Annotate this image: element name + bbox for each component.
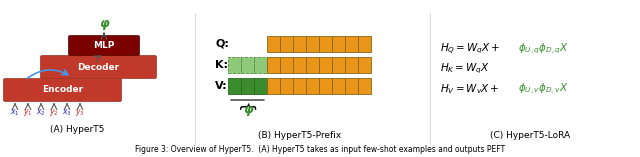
Text: MLP: MLP [93, 41, 115, 50]
Text: Figure 3: Overview of HyperT5.  (A) HyperT5 takes as input few-shot examples and: Figure 3: Overview of HyperT5. (A) Hyper… [135, 144, 505, 154]
Bar [228, 78, 241, 94]
Bar [332, 36, 345, 52]
Bar [345, 36, 358, 52]
Text: (B) HyperT5-Prefix: (B) HyperT5-Prefix [258, 130, 341, 140]
Text: V:: V: [215, 81, 228, 91]
Text: $y_3$: $y_3$ [75, 108, 85, 119]
Text: (A) HyperT5: (A) HyperT5 [51, 125, 105, 133]
Text: $y_2$: $y_2$ [49, 108, 59, 119]
Bar [293, 78, 306, 94]
Bar [267, 57, 280, 73]
Bar [358, 36, 371, 52]
Bar [267, 36, 280, 52]
Bar [293, 57, 306, 73]
Bar [306, 57, 319, 73]
Bar [319, 78, 332, 94]
Bar [358, 57, 371, 73]
Bar [254, 57, 267, 73]
Text: Q:: Q: [215, 39, 229, 49]
Text: K:: K: [215, 60, 228, 70]
FancyBboxPatch shape [40, 56, 157, 78]
Text: }: } [239, 98, 257, 109]
FancyBboxPatch shape [3, 78, 122, 101]
Text: $H_V = W_v X +$: $H_V = W_v X +$ [440, 82, 499, 96]
Text: $x_1$: $x_1$ [10, 108, 20, 118]
Bar [293, 36, 306, 52]
Bar [345, 57, 358, 73]
Text: $H_Q = W_q X +$: $H_Q = W_q X +$ [440, 42, 500, 56]
Bar [345, 78, 358, 94]
Bar [228, 57, 241, 73]
FancyBboxPatch shape [68, 35, 140, 56]
Text: $x_3$: $x_3$ [62, 108, 72, 118]
Bar [241, 57, 254, 73]
Text: Encoder: Encoder [42, 86, 83, 95]
Bar [267, 78, 280, 94]
Bar [241, 78, 254, 94]
Bar [332, 57, 345, 73]
Text: φ: φ [243, 103, 252, 116]
Text: $\phi_{U,v}\phi_{D,v}X$: $\phi_{U,v}\phi_{D,v}X$ [518, 81, 568, 97]
Bar [280, 78, 293, 94]
Text: $H_K = W_q X$: $H_K = W_q X$ [440, 62, 490, 76]
Text: Decoder: Decoder [77, 62, 120, 71]
Bar [306, 36, 319, 52]
Text: $y_1$: $y_1$ [23, 108, 33, 119]
Bar [332, 78, 345, 94]
Bar [280, 57, 293, 73]
Text: φ: φ [99, 17, 109, 30]
Bar [254, 78, 267, 94]
Text: (C) HyperT5-LoRA: (C) HyperT5-LoRA [490, 130, 570, 140]
Bar [358, 78, 371, 94]
Text: $x_2$: $x_2$ [36, 108, 46, 118]
Bar [319, 36, 332, 52]
Bar [280, 36, 293, 52]
Bar [319, 57, 332, 73]
Text: $\phi_{U,q}\phi_{D,q}X$: $\phi_{U,q}\phi_{D,q}X$ [518, 42, 569, 56]
Bar [306, 78, 319, 94]
